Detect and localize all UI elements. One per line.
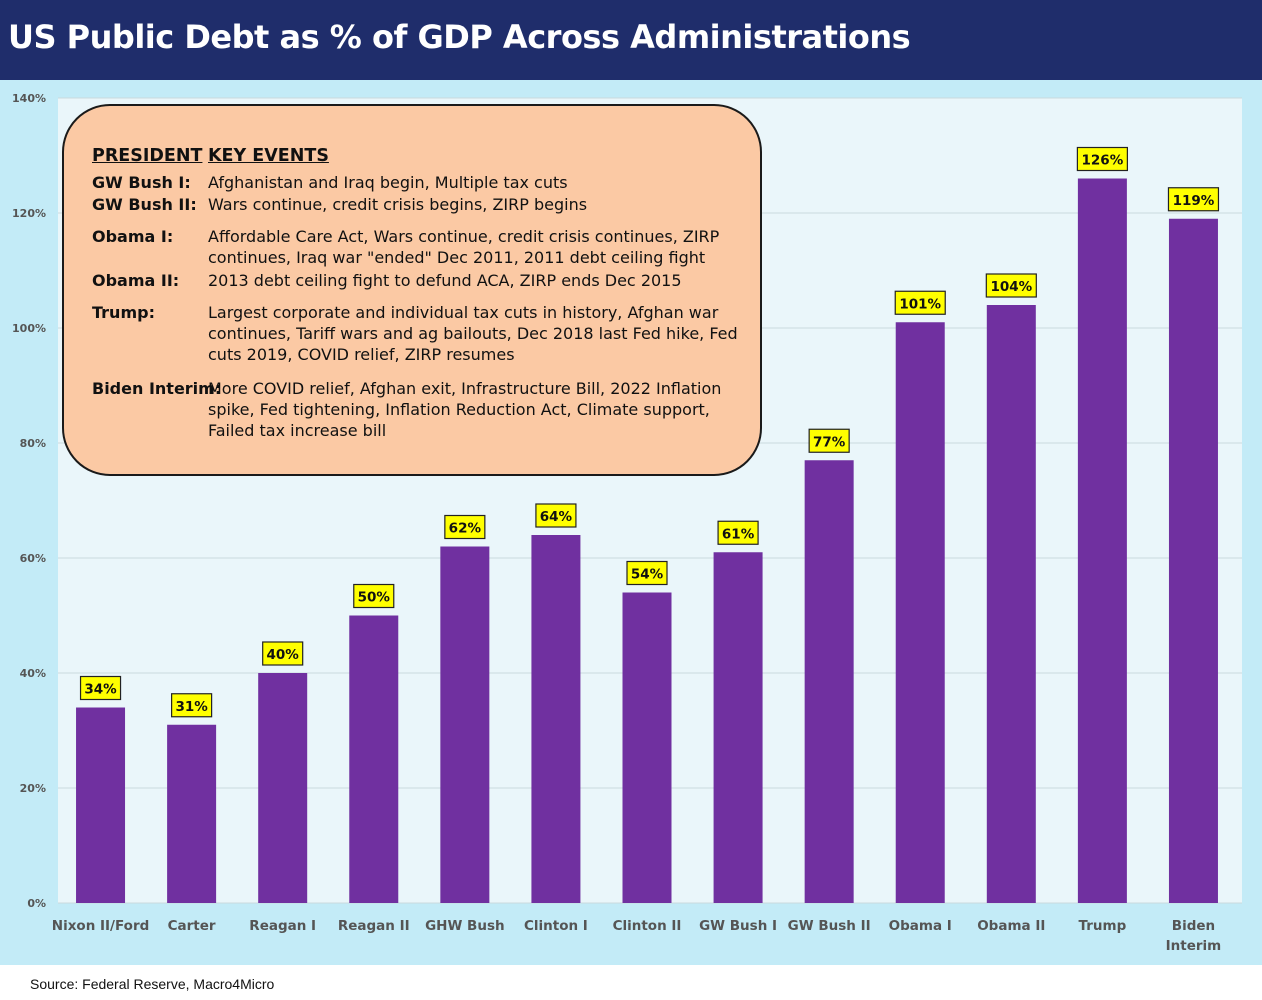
- data-label-box: [626, 560, 668, 586]
- callout-header-president: PRESIDENT: [92, 146, 203, 166]
- source-note: Source: Federal Reserve, Macro4Micro: [30, 976, 275, 992]
- bar: [895, 322, 945, 903]
- data-label-box: [1076, 146, 1128, 172]
- bar: [531, 535, 581, 903]
- bar: [258, 673, 308, 903]
- callout-event-line: Affordable Care Act, Wars continue, cred…: [208, 227, 720, 246]
- y-tick-label: 100%: [12, 322, 46, 335]
- bar: [1077, 178, 1127, 903]
- data-label: 31%: [175, 699, 208, 715]
- data-label-box: [535, 503, 577, 528]
- callout-event-line: 2013 debt ceiling fight to defund ACA, Z…: [208, 271, 682, 290]
- y-tick-label: 140%: [12, 92, 46, 105]
- data-label: 54%: [631, 567, 664, 583]
- callout-event-line: cuts 2019, COVID relief, ZIRP resumes: [208, 345, 515, 364]
- header-bar: US Public Debt as % of GDP Across Admini…: [0, 0, 1262, 80]
- bar: [76, 707, 126, 903]
- callout-header-events: KEY EVENTS: [208, 146, 329, 166]
- y-tick-label: 60%: [20, 552, 46, 565]
- data-label-box: [79, 675, 122, 701]
- data-label: 61%: [722, 526, 755, 542]
- data-label: 77%: [813, 434, 846, 450]
- bar: [622, 592, 672, 903]
- data-label-box: [985, 273, 1037, 298]
- data-label: 64%: [540, 509, 573, 525]
- x-tick-label: Clinton II: [613, 918, 682, 934]
- data-label-box: [894, 290, 946, 315]
- y-tick-label: 20%: [20, 782, 46, 795]
- x-tick-label: GW Bush II: [788, 918, 871, 934]
- bar: [440, 546, 490, 903]
- data-label: 50%: [358, 590, 391, 606]
- footer: [0, 965, 1262, 1000]
- callout-event-line: Afghanistan and Iraq begin, Multiple tax…: [208, 173, 568, 192]
- data-label: 101%: [899, 296, 941, 312]
- callout-event-line: spike, Fed tightening, Inflation Reducti…: [208, 400, 710, 419]
- bar: [804, 460, 854, 903]
- callout-president-label: GW Bush I:: [92, 173, 191, 192]
- y-tick-label: 120%: [12, 207, 46, 220]
- data-label: 119%: [1173, 193, 1215, 209]
- x-tick-label: Obama I: [889, 918, 952, 934]
- data-label-box: [1167, 187, 1220, 212]
- x-tick-label: Biden Interim: [1166, 918, 1222, 954]
- data-label-box: [262, 641, 304, 666]
- x-tick-label: GW Bush I: [699, 918, 777, 934]
- bar: [713, 552, 763, 903]
- data-label-box: [808, 428, 850, 453]
- callout-president-label: Obama II:: [92, 271, 180, 290]
- data-label: 62%: [449, 521, 482, 537]
- bar: [167, 724, 217, 903]
- callout-event-line: continues, Iraq war "ended" Dec 2011, 20…: [208, 248, 706, 267]
- callout-president-label: Biden Interim:: [92, 379, 222, 398]
- bar: [986, 305, 1036, 903]
- data-label-box: [444, 514, 486, 540]
- callout-event-line: Wars continue, credit crisis begins, ZIR…: [208, 195, 588, 214]
- data-label: 34%: [84, 682, 117, 698]
- data-label-box: [171, 693, 213, 718]
- callout-president-label: Trump:: [92, 303, 155, 322]
- callout-president-label: Obama I:: [92, 227, 174, 246]
- y-tick-label: 40%: [20, 667, 46, 680]
- x-tick-label-line: Interim: [1166, 938, 1222, 954]
- x-tick-label: Clinton I: [524, 918, 588, 934]
- callout-president-label: GW Bush II:: [92, 195, 197, 214]
- data-label: 40%: [267, 647, 300, 663]
- callout-event-line: More COVID relief, Afghan exit, Infrastr…: [208, 379, 722, 398]
- bar: [1168, 218, 1218, 903]
- y-tick-label: 80%: [20, 437, 46, 450]
- data-label: 104%: [990, 279, 1032, 295]
- callout-event-line: Failed tax increase bill: [208, 421, 387, 440]
- x-tick-label: GHW Bush: [425, 918, 505, 934]
- key-events-callout: PRESIDENT KEY EVENTS GW Bush I: Afghanis…: [62, 104, 762, 476]
- y-tick-label: 0%: [27, 897, 46, 910]
- x-tick-label-line: Biden: [1172, 918, 1215, 934]
- x-tick-label: Trump: [1079, 918, 1127, 934]
- x-tick-label: Reagan I: [249, 918, 316, 934]
- callout-event-line: continues, Tariff wars and ag bailouts, …: [208, 324, 738, 343]
- bar: [349, 615, 399, 903]
- data-label: 126%: [1082, 153, 1124, 169]
- x-tick-label: Reagan II: [338, 918, 410, 934]
- chart-title: US Public Debt as % of GDP Across Admini…: [8, 18, 911, 56]
- x-tick-label: Obama II: [977, 918, 1045, 934]
- callout-event-line: Largest corporate and individual tax cut…: [208, 303, 719, 322]
- x-tick-label: Carter: [168, 918, 216, 934]
- data-label-box: [353, 583, 395, 609]
- data-label-box: [717, 520, 759, 545]
- x-tick-label: Nixon II/Ford: [52, 918, 149, 934]
